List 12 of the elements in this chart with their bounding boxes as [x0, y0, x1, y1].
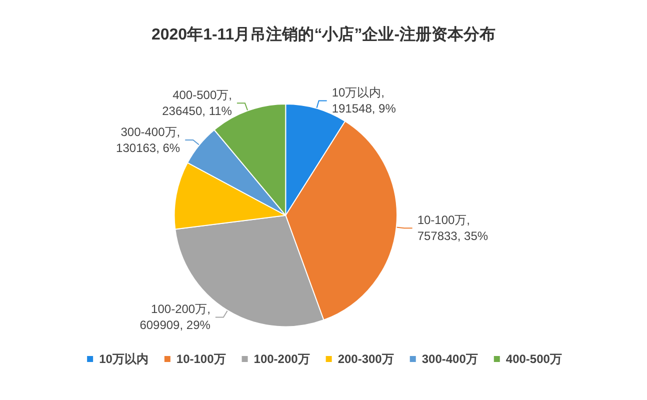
legend-label: 10-100万 [176, 352, 226, 366]
data-label: 100-200万, 609909, 29% [140, 302, 211, 332]
data-label: 10万以内, 191548, 9% [332, 86, 396, 116]
legend-label: 400-500万 [506, 352, 562, 366]
data-label: 300-400万, 130163, 6% [116, 124, 180, 155]
data-label: 400-500万, 236450, 11% [162, 88, 232, 118]
legend-label: 300-400万 [422, 352, 478, 366]
legend-label: 100-200万 [254, 352, 310, 366]
data-label: 10-100万, 757833, 35% [417, 213, 488, 244]
chart-title: 2020年1-11月吊注销的“小店”企业-注册资本分布 [151, 24, 496, 44]
legend-label: 10万以内 [99, 352, 148, 366]
legend-label: 200-300万 [338, 352, 394, 366]
